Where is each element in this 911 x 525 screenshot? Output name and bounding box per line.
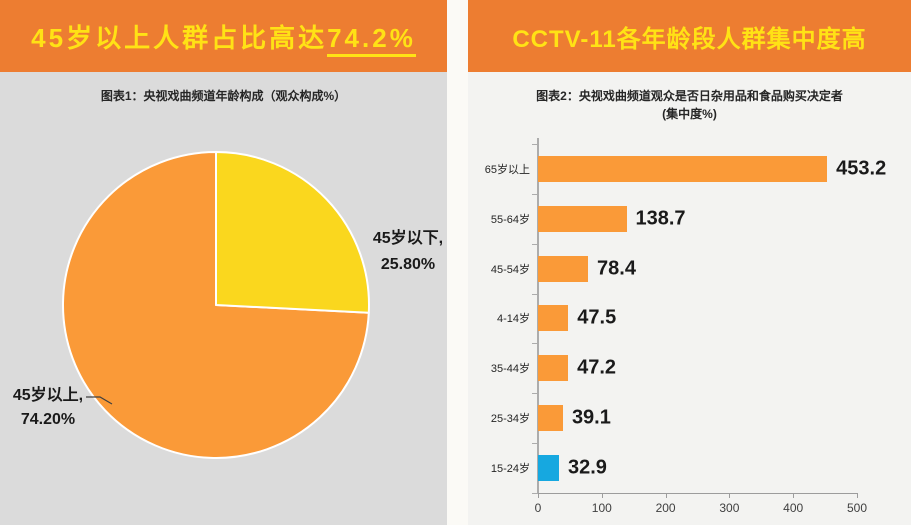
x-axis-tick — [857, 493, 858, 498]
bar-value-label: 453.2 — [836, 157, 887, 180]
right-header-banner: CCTV-11各年龄段人群集中度高 — [468, 0, 911, 72]
bar-category-label: 55-64岁 — [490, 213, 530, 226]
pie-label-over-45: 45岁以上, 74.20% — [0, 384, 96, 432]
x-axis-tick — [538, 493, 539, 498]
x-axis-tick — [601, 493, 603, 498]
bar-chart-area: 图表2：央视戏曲频道观众是否日杂用品和食品购买决定者 (集中度%) 65岁以上 4… — [468, 72, 911, 525]
bar-category-label: 25-34岁 — [490, 413, 530, 426]
y-axis-tick — [532, 243, 538, 245]
bar-row: 65岁以上 453.2 — [468, 144, 911, 194]
bar-row: 45-54岁 78.4 — [468, 244, 911, 294]
pie-leader-line — [86, 396, 113, 405]
pie-label-over-45-value: 74.20% — [20, 411, 76, 428]
bar-category-label: 4-14岁 — [496, 313, 530, 326]
y-axis-tick — [532, 393, 538, 395]
x-axis-line — [538, 493, 858, 494]
x-axis-tick-label: 0 — [534, 501, 542, 515]
right-panel: CCTV-11各年龄段人群集中度高 图表2：央视戏曲频道观众是否日杂用品和食品购… — [468, 0, 911, 525]
x-axis-tick — [793, 493, 795, 498]
x-axis-tick-label: 300 — [719, 501, 740, 515]
bar — [538, 255, 588, 282]
bar-value-label: 39.1 — [571, 406, 611, 429]
bar-row: 25-34岁 39.1 — [468, 393, 911, 443]
bar-category-label: 65岁以上 — [484, 163, 530, 176]
bar-row: 55-64岁 138.7 — [468, 194, 911, 244]
y-axis-tick — [532, 343, 538, 345]
bar-value-label: 32.9 — [567, 456, 607, 479]
bar — [538, 405, 563, 432]
y-axis-tick — [532, 443, 538, 445]
bar-category-label: 45-54岁 — [490, 263, 530, 276]
x-axis-tick — [729, 493, 731, 498]
bar — [538, 355, 569, 382]
x-axis-tick-label: 500 — [846, 501, 868, 515]
bar-category-label: 35-44岁 — [490, 363, 530, 376]
bar-category-label: 15-24岁 — [490, 463, 530, 476]
y-axis-tick — [532, 293, 538, 295]
x-axis-tick-label: 100 — [591, 501, 612, 515]
bar — [538, 305, 569, 332]
pie-slice-45岁以下 — [215, 151, 370, 314]
left-panel: 45岁以上人群占比高达74.2% 图表1：央视戏曲频道年龄构成（观众构成%） 4… — [0, 0, 447, 525]
pie-label-under-45: 45岁以下, 25.80% — [352, 226, 464, 278]
bar-row: 15-24岁 32.9 — [468, 443, 911, 493]
bar-chart-title-line2: (集中度%) — [662, 107, 717, 121]
bar — [538, 455, 559, 482]
right-headline: CCTV-11各年龄段人群集中度高 — [512, 25, 867, 53]
left-headline-highlight: 74.2% — [327, 22, 416, 57]
bar-chart-title: 图表2：央视戏曲频道观众是否日杂用品和食品购买决定者 (集中度%) — [468, 72, 911, 123]
bar-value-label: 78.4 — [597, 257, 636, 280]
y-axis-tick — [532, 493, 538, 494]
left-headline-prefix: 45岁以上人群占比高达 — [31, 22, 328, 53]
y-axis-tick — [532, 193, 538, 195]
pie-chart-title: 图表1：央视戏曲频道年龄构成（观众构成%） — [100, 89, 347, 103]
bar-value-label: 47.5 — [577, 306, 617, 329]
bar-row: 35-44岁 47.2 — [468, 343, 911, 393]
x-axis-tick-label: 200 — [655, 501, 676, 515]
bar-chart-title-line1: 图表2：央视戏曲频道观众是否日杂用品和食品购买决定者 — [536, 89, 843, 103]
pie-label-over-45-name: 45岁以上, — [12, 387, 84, 404]
left-headline: 45岁以上人群占比高达74.2% — [31, 18, 416, 57]
bar — [538, 155, 828, 182]
pie-chart — [62, 151, 370, 459]
x-axis-tick-label: 400 — [783, 501, 804, 515]
pie-label-under-45-value: 25.80% — [380, 256, 436, 273]
bar-chart: 65岁以上 453.2 55-64岁 138.7 45-54岁 78.4 4-14岁 47.5… — [468, 138, 911, 515]
bar — [538, 205, 627, 232]
pie-label-under-45-name: 45岁以下, — [372, 230, 444, 247]
bar-value-label: 47.2 — [577, 356, 617, 379]
y-axis-tick — [532, 144, 538, 145]
pie-chart-area: 图表1：央视戏曲频道年龄构成（观众构成%） 45岁以下, 25.80% 45岁以… — [0, 72, 447, 525]
left-header-banner: 45岁以上人群占比高达74.2% — [0, 0, 447, 72]
bar-row: 4-14岁 47.5 — [468, 294, 911, 344]
x-axis-tick — [665, 493, 667, 498]
bar-value-label: 138.7 — [635, 207, 686, 230]
